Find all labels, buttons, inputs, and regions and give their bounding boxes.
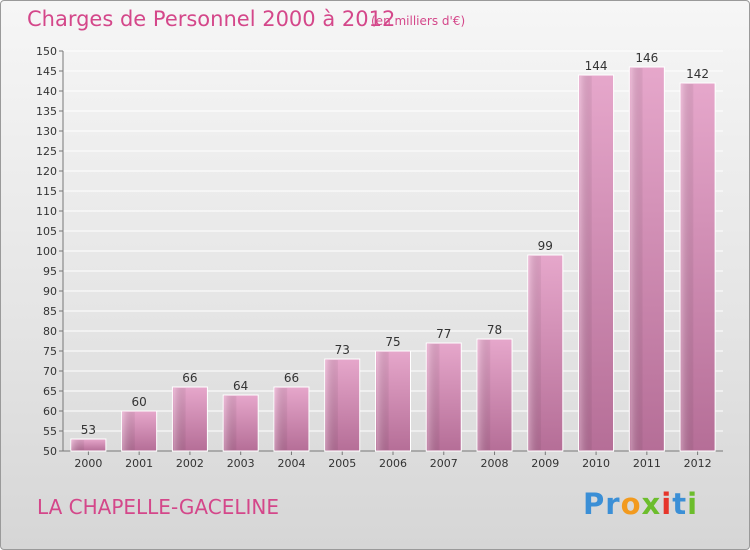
bar-highlight xyxy=(478,340,491,450)
x-tick-label: 2012 xyxy=(684,457,712,470)
bar-highlight xyxy=(274,388,288,450)
data-label: 60 xyxy=(132,395,147,409)
x-tick-label: 2002 xyxy=(176,457,204,470)
bar-2002 xyxy=(171,386,208,452)
bar-highlight xyxy=(224,396,237,450)
y-tick-label: 110 xyxy=(36,205,57,218)
bar-2004 xyxy=(273,386,310,452)
bar-2005 xyxy=(324,358,361,452)
y-tick-label: 125 xyxy=(36,145,57,158)
data-label: 75 xyxy=(385,335,400,349)
bar-highlight xyxy=(579,76,592,450)
y-tick-label: 60 xyxy=(43,405,57,418)
x-tick-label: 2003 xyxy=(227,457,255,470)
logo-letter: o xyxy=(620,487,642,521)
y-tick-label: 120 xyxy=(36,165,57,178)
y-tick-label: 70 xyxy=(43,365,57,378)
x-tick-label: 2006 xyxy=(379,457,407,470)
y-tick-label: 140 xyxy=(36,85,57,98)
data-label: 64 xyxy=(233,379,248,393)
bar-2007 xyxy=(425,342,462,452)
logo-letter: t xyxy=(672,487,688,521)
x-tick-label: 2007 xyxy=(430,457,458,470)
x-tick-label: 2011 xyxy=(633,457,661,470)
logo-letter: x xyxy=(641,487,662,521)
x-tick-label: 2008 xyxy=(481,457,509,470)
x-tick-label: 2010 xyxy=(582,457,610,470)
logo-letter: P xyxy=(583,487,606,521)
data-label: 66 xyxy=(284,371,299,385)
data-label: 66 xyxy=(182,371,197,385)
y-tick-label: 100 xyxy=(36,245,57,258)
bars xyxy=(70,66,716,452)
y-tick-label: 85 xyxy=(43,305,57,318)
y-tick-label: 90 xyxy=(43,285,57,298)
y-tick-labels: 50 55 60 65 70 75 80 85 90 95 100 105 110 115 120 125 13… xyxy=(36,45,57,458)
bar-highlight xyxy=(427,344,440,450)
y-tick-label: 50 xyxy=(43,445,57,458)
x-tick-label: 2001 xyxy=(125,457,153,470)
data-label: 53 xyxy=(81,423,96,437)
bar-2008 xyxy=(476,338,513,452)
y-tick-label: 80 xyxy=(43,325,57,338)
y-tick-label: 145 xyxy=(36,65,57,78)
data-label: 73 xyxy=(335,343,350,357)
data-label: 142 xyxy=(686,67,709,81)
data-label: 99 xyxy=(538,239,553,253)
chart-subtitle: (en milliers d'€) xyxy=(371,14,466,28)
bar-highlight xyxy=(71,440,85,450)
data-label: 78 xyxy=(487,323,502,337)
x-tick-label: 2005 xyxy=(328,457,356,470)
y-tick-label: 75 xyxy=(43,345,57,358)
bar-highlight xyxy=(376,352,389,450)
bar-highlight xyxy=(173,388,186,450)
location-label: LA CHAPELLE-GACELINE xyxy=(37,495,279,519)
bar-2003 xyxy=(222,394,259,452)
y-tick-label: 95 xyxy=(43,265,57,278)
y-tick-label: 55 xyxy=(43,425,57,438)
bar-highlight xyxy=(325,360,338,450)
data-labels: 53 60 66 64 66 73 75 77 78 99 144 146 142 xyxy=(81,51,709,437)
bar-2012 xyxy=(679,82,716,452)
data-label: 146 xyxy=(635,51,658,65)
bar-2009 xyxy=(527,254,564,452)
logo-letter: r xyxy=(605,487,621,521)
logo-letter: i xyxy=(661,487,673,521)
chart-title: Charges de Personnel 2000 à 2012 xyxy=(27,7,396,31)
bar-highlight xyxy=(630,68,643,450)
data-label: 144 xyxy=(585,59,608,73)
x-tick-label: 2009 xyxy=(531,457,559,470)
bar-highlight xyxy=(681,84,694,450)
x-tick-label: 2004 xyxy=(277,457,305,470)
bar-2011 xyxy=(628,66,665,452)
y-tick-label: 135 xyxy=(36,105,57,118)
bar-2006 xyxy=(375,350,411,452)
proxiti-logo[interactable]: Proxiti xyxy=(583,487,698,521)
x-tick-label: 2000 xyxy=(74,457,102,470)
y-tick-label: 130 xyxy=(36,125,57,138)
data-label: 77 xyxy=(436,327,451,341)
y-tick-label: 65 xyxy=(43,385,57,398)
x-tick-labels: 2000 2001 2002 2003 2004 2005 2006 2007 2008 2009… xyxy=(74,457,711,470)
bar-2010 xyxy=(578,74,615,452)
bar-2001 xyxy=(121,410,158,452)
bar-highlight xyxy=(528,256,542,450)
bar-highlight xyxy=(122,412,135,450)
y-tick-label: 115 xyxy=(36,185,57,198)
y-tick-label: 105 xyxy=(36,225,57,238)
logo-letter: i xyxy=(687,487,699,521)
y-tick-label: 150 xyxy=(36,45,57,58)
bar-2000 xyxy=(70,438,107,452)
